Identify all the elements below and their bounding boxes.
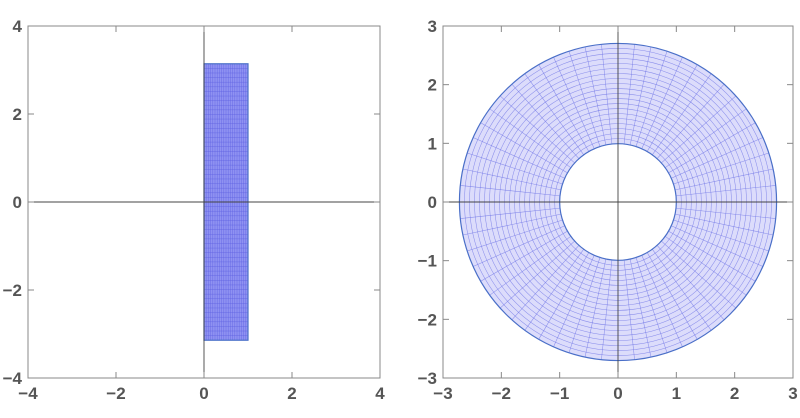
mesh-spoke (661, 95, 737, 164)
left-chart: −4 −2 0 2 4 −4 −2 0 2 4 (3, 17, 386, 403)
mesh-spoke (668, 230, 756, 282)
mesh-spoke (629, 46, 652, 145)
mesh-spoke (675, 213, 774, 236)
x-tick-label: −3 (433, 384, 452, 403)
mesh-spoke (489, 236, 571, 296)
mesh-spoke (671, 225, 763, 267)
mesh-spoke (553, 57, 595, 149)
y-tick-label: 2 (428, 76, 437, 95)
region-fill (459, 43, 777, 361)
y-tick-label: 4 (13, 17, 23, 36)
mesh-spoke (601, 259, 613, 360)
mesh-spoke (553, 255, 595, 347)
mesh-spoke (499, 95, 575, 164)
mesh-spoke (473, 137, 565, 179)
mesh-spoke (462, 213, 561, 236)
x-tick-label: 2 (730, 384, 739, 403)
mesh-spoke (480, 230, 568, 282)
mesh-spoke (584, 46, 607, 145)
mesh-spoke (646, 252, 698, 340)
y-tick-label: 0 (13, 193, 22, 212)
mesh-spoke (511, 245, 580, 321)
mesh-spoke (629, 259, 652, 358)
mesh-spoke (641, 57, 683, 149)
x-tick-label: 4 (375, 384, 385, 403)
y-tick-label: 0 (428, 193, 437, 212)
mesh-spoke (568, 257, 601, 353)
mesh-spoke (499, 240, 575, 309)
y-tick-label: −3 (418, 369, 437, 388)
mesh-spoke (646, 64, 698, 152)
mesh-spoke (673, 152, 769, 185)
y-tick-label: −2 (418, 310, 437, 329)
mesh-spoke (656, 245, 725, 321)
x-tick-label: 3 (788, 384, 797, 403)
mesh-spoke (635, 51, 668, 147)
mesh-spoke (489, 108, 571, 168)
x-tick-label: −4 (18, 384, 38, 403)
mesh-spoke (665, 108, 747, 168)
mesh-spoke (467, 219, 563, 252)
x-tick-label: −2 (106, 384, 125, 403)
y-tick-label: 2 (13, 105, 22, 124)
mesh-spoke (538, 64, 590, 152)
mesh-spoke (623, 259, 635, 360)
mesh-spoke (601, 44, 613, 145)
mesh-spoke (462, 168, 561, 191)
mesh-spoke (584, 259, 607, 358)
mesh-spoke (623, 44, 635, 145)
y-tick-label: −4 (3, 369, 23, 388)
y-tick-label: 1 (428, 134, 437, 153)
mesh-spoke (524, 249, 584, 331)
mesh-spoke (675, 168, 774, 191)
mesh-spoke (656, 83, 725, 159)
mesh-spoke (524, 73, 584, 155)
right-chart: −3 −2 −1 0 1 2 3 −3 −2 −1 0 1 2 3 (418, 17, 798, 403)
mesh-spoke (473, 225, 565, 267)
mesh-spoke (538, 252, 590, 340)
mesh-spoke (652, 249, 712, 331)
x-tick-label: −1 (550, 384, 569, 403)
y-tick-label: −2 (3, 281, 22, 300)
y-tick-label: −1 (418, 252, 437, 271)
x-tick-label: −2 (492, 384, 511, 403)
mesh-spoke (480, 122, 568, 174)
mesh-spoke (641, 255, 683, 347)
x-tick-label: 0 (199, 384, 208, 403)
mesh-spoke (460, 207, 561, 219)
mesh-spoke (673, 219, 769, 252)
mesh-spoke (675, 185, 776, 197)
x-tick-label: 1 (672, 384, 681, 403)
mesh-spoke (568, 51, 601, 147)
mesh-spoke (460, 185, 561, 197)
x-tick-label: 2 (287, 384, 296, 403)
y-tick-label: 3 (428, 17, 437, 36)
mesh-spoke (671, 137, 763, 179)
x-tick-label: 0 (613, 384, 622, 403)
mesh-spoke (635, 257, 668, 353)
mesh-spoke (661, 240, 737, 309)
mesh-spoke (511, 83, 580, 159)
mesh-spoke (675, 207, 776, 219)
mesh-spoke (668, 122, 756, 174)
mesh-spoke (652, 73, 712, 155)
mesh-spoke (665, 236, 747, 296)
mesh-spoke (467, 152, 563, 185)
